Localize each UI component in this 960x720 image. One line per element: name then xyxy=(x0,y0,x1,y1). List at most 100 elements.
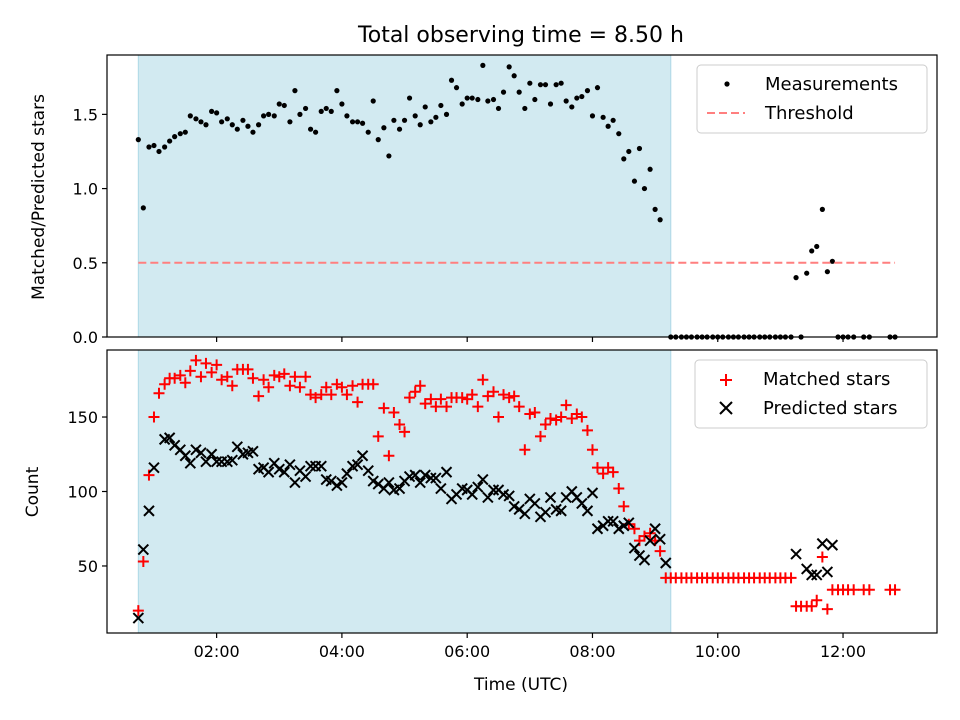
data-point xyxy=(378,402,390,414)
data-point xyxy=(386,153,392,159)
data-point xyxy=(394,418,406,430)
data-point xyxy=(370,98,376,104)
data-point xyxy=(414,380,426,392)
bottom-plot-area: 50 100 150 02:00 04:00 06:00 08:00 10:00 12:00 xyxy=(67,349,938,661)
data-point xyxy=(278,466,290,478)
data-point xyxy=(816,537,829,550)
data-point xyxy=(359,120,366,126)
data-point xyxy=(785,572,797,584)
data-point xyxy=(560,399,572,411)
data-point xyxy=(456,392,468,404)
data-point xyxy=(628,523,640,535)
data-point xyxy=(814,243,820,250)
data-point xyxy=(511,73,517,79)
data-point xyxy=(482,390,494,402)
data-point xyxy=(383,476,395,489)
data-point xyxy=(151,142,157,149)
data-point xyxy=(153,387,165,399)
data-point xyxy=(179,450,192,462)
data-point xyxy=(242,363,254,375)
bottom-x-tick-label: 02:00 xyxy=(194,642,240,661)
data-point xyxy=(320,381,332,393)
data-point xyxy=(224,116,230,122)
data-point xyxy=(210,456,223,468)
data-point xyxy=(555,505,567,517)
data-point xyxy=(485,98,491,104)
data-point xyxy=(163,432,176,444)
data-point xyxy=(506,64,512,70)
data-point xyxy=(516,89,522,95)
data-point xyxy=(226,380,238,392)
data-point xyxy=(159,378,171,390)
data-point xyxy=(372,430,384,442)
data-point xyxy=(500,89,507,95)
data-point xyxy=(262,466,275,478)
data-point xyxy=(334,88,340,94)
data-point xyxy=(184,365,196,377)
data-point xyxy=(417,122,423,128)
data-point xyxy=(600,114,606,120)
data-point xyxy=(271,113,277,119)
data-point xyxy=(576,411,588,423)
data-point xyxy=(631,178,638,184)
data-point xyxy=(522,105,528,112)
data-point xyxy=(503,392,515,404)
data-point xyxy=(660,557,672,569)
data-point xyxy=(819,206,825,212)
legend-label-predicted-stars: Predicted stars xyxy=(763,398,897,419)
data-point xyxy=(425,393,437,405)
top-y-tick-label: 1.0 xyxy=(73,180,98,199)
data-point xyxy=(268,369,280,381)
data-point xyxy=(140,205,146,211)
data-point xyxy=(255,122,262,128)
data-point xyxy=(406,95,413,101)
data-point xyxy=(472,481,484,493)
data-point xyxy=(266,111,272,117)
data-point xyxy=(187,113,193,119)
data-point xyxy=(206,366,218,378)
data-point xyxy=(586,444,598,456)
data-point xyxy=(459,101,465,107)
data-point xyxy=(179,377,191,389)
data-point xyxy=(513,401,525,413)
data-point xyxy=(811,594,823,606)
data-point xyxy=(597,468,609,480)
data-point xyxy=(553,82,559,88)
data-point xyxy=(351,458,364,471)
top-panel: 0.0 0.5 1.0 1.5 Matched/Predicted stars Mea… xyxy=(29,54,938,347)
data-point xyxy=(278,368,290,380)
data-point xyxy=(466,488,478,501)
data-point xyxy=(555,411,567,423)
data-point xyxy=(466,389,478,401)
data-point xyxy=(607,515,619,527)
data-point xyxy=(347,380,359,392)
data-point xyxy=(482,491,494,504)
data-point xyxy=(472,401,484,413)
data-point xyxy=(399,426,411,438)
data-point xyxy=(519,508,531,520)
data-point xyxy=(214,110,220,116)
data-point xyxy=(605,123,611,129)
data-point xyxy=(234,126,240,132)
data-point xyxy=(641,185,648,192)
data-point xyxy=(174,369,186,381)
data-point xyxy=(169,372,181,384)
data-point xyxy=(448,77,455,83)
legend-label-matched-stars: Matched stars xyxy=(763,369,890,390)
data-point xyxy=(323,105,329,112)
top-y-tick-label: 1.5 xyxy=(73,105,98,124)
data-point xyxy=(475,96,481,103)
x-axis-label: Time (UTC) xyxy=(473,675,568,695)
bottom-x-tick-label: 12:00 xyxy=(820,642,866,661)
data-point xyxy=(576,497,588,510)
data-point xyxy=(284,380,296,392)
data-point xyxy=(281,102,287,109)
data-point xyxy=(193,116,199,122)
data-point xyxy=(539,506,552,519)
data-point xyxy=(137,556,149,568)
top-observing-window xyxy=(137,54,672,338)
data-point xyxy=(315,460,327,472)
data-point xyxy=(435,482,447,495)
data-point xyxy=(172,134,178,140)
data-point xyxy=(636,145,643,152)
